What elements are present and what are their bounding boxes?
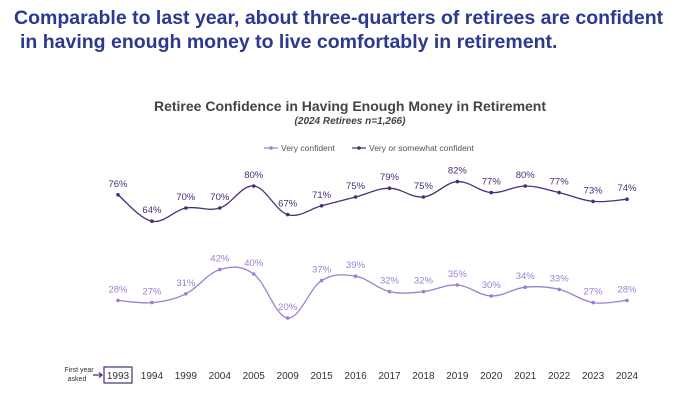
data-point [421, 195, 426, 199]
data-label: 34% [516, 271, 536, 282]
data-point [116, 298, 120, 303]
series-line-very-or-somewhat-confident [117, 180, 628, 223]
x-tick-label: 2016 [344, 371, 367, 382]
arrow-right-icon [93, 372, 103, 378]
data-point [489, 190, 494, 195]
legend-label-very-confident: Very confident [281, 143, 336, 153]
data-point [591, 300, 595, 305]
data-point [625, 197, 629, 201]
data-point [184, 292, 188, 296]
x-tick-label: 2009 [277, 371, 300, 382]
x-tick-label: 2023 [582, 371, 605, 382]
data-point [625, 298, 629, 303]
first-year-label-line-1: First year [64, 367, 94, 374]
data-point [557, 287, 561, 292]
series-line-very-confident [117, 266, 628, 319]
x-tick-label: 2015 [310, 371, 333, 382]
data-label: 74% [617, 183, 637, 194]
data-label: 42% [210, 254, 230, 265]
data-label: 28% [108, 284, 128, 295]
x-tick-label: 2024 [616, 371, 639, 382]
data-point [150, 300, 154, 305]
data-point [489, 294, 494, 298]
data-label: 27% [142, 287, 162, 298]
data-label: 80% [244, 170, 264, 181]
data-label: 70% [176, 192, 196, 203]
data-label: 37% [312, 265, 332, 276]
data-label: 75% [346, 181, 366, 192]
data-label: 79% [380, 172, 400, 183]
data-label: 76% [108, 179, 128, 190]
chart-subtitle: (2024 Retirees n=1,266) [294, 116, 406, 127]
x-tick-label: 2018 [412, 371, 435, 382]
data-label: 67% [278, 199, 298, 210]
data-label: 31% [176, 278, 196, 289]
data-point [116, 193, 120, 197]
data-label: 35% [448, 269, 468, 280]
x-tick-label: 2020 [480, 371, 503, 382]
data-point [251, 272, 256, 276]
data-point [218, 267, 222, 272]
data-point [557, 190, 561, 195]
data-label: 70% [210, 192, 230, 203]
data-label: 82% [448, 166, 468, 177]
legend-marker [357, 146, 361, 150]
headline: Comparable to last year, about three-qua… [14, 6, 694, 54]
x-tick-label: 2019 [446, 371, 469, 382]
x-tick-label: 2017 [378, 371, 401, 382]
data-point [421, 289, 426, 294]
x-tick-label: 2022 [548, 371, 571, 382]
data-point [387, 186, 392, 190]
data-point [455, 179, 460, 184]
data-label: 30% [482, 280, 502, 291]
data-label: 80% [516, 170, 536, 181]
data-label: 20% [278, 302, 298, 313]
data-label: 64% [142, 205, 162, 216]
data-label: 77% [550, 177, 570, 188]
x-tick-label: 1994 [141, 371, 164, 382]
data-label: 32% [414, 276, 434, 287]
data-label: 77% [482, 177, 502, 188]
data-point [353, 195, 358, 199]
data-point [353, 274, 358, 279]
data-point [523, 285, 527, 290]
x-tick-label: 2004 [209, 371, 232, 382]
data-point [184, 206, 188, 210]
chart-title: Retiree Confidence in Having Enough Mone… [153, 98, 547, 114]
data-point [455, 283, 460, 287]
data-label: 28% [617, 284, 637, 295]
data-label: 27% [584, 287, 604, 298]
data-point [387, 289, 392, 294]
legend-marker [269, 146, 273, 150]
data-point [319, 278, 324, 283]
data-point [319, 204, 324, 208]
data-point [150, 219, 154, 223]
data-point [251, 184, 256, 188]
data-label: 75% [414, 181, 434, 192]
data-label: 71% [312, 190, 332, 201]
x-tick-label: 2021 [514, 371, 537, 382]
x-tick-label: 1999 [175, 371, 198, 382]
first-year-label-line-2: asked [68, 376, 87, 383]
data-point [285, 316, 290, 320]
headline-line-2: in having enough money to live comfortab… [20, 31, 558, 53]
data-point [285, 212, 290, 217]
x-tick-label: 1993 [107, 371, 130, 382]
data-label: 40% [244, 258, 264, 269]
data-point [523, 184, 527, 188]
data-label: 33% [550, 273, 570, 284]
headline-line-1: Comparable to last year, about three-qua… [14, 7, 664, 29]
legend-label-very-or-somewhat-confident: Very or somewhat confident [369, 143, 475, 153]
data-point [218, 206, 222, 210]
x-tick-label: 2005 [243, 371, 266, 382]
data-label: 73% [584, 185, 604, 196]
data-label: 32% [380, 276, 400, 287]
data-label: 39% [346, 260, 366, 271]
data-point [591, 199, 595, 204]
first-year-box [103, 366, 133, 384]
